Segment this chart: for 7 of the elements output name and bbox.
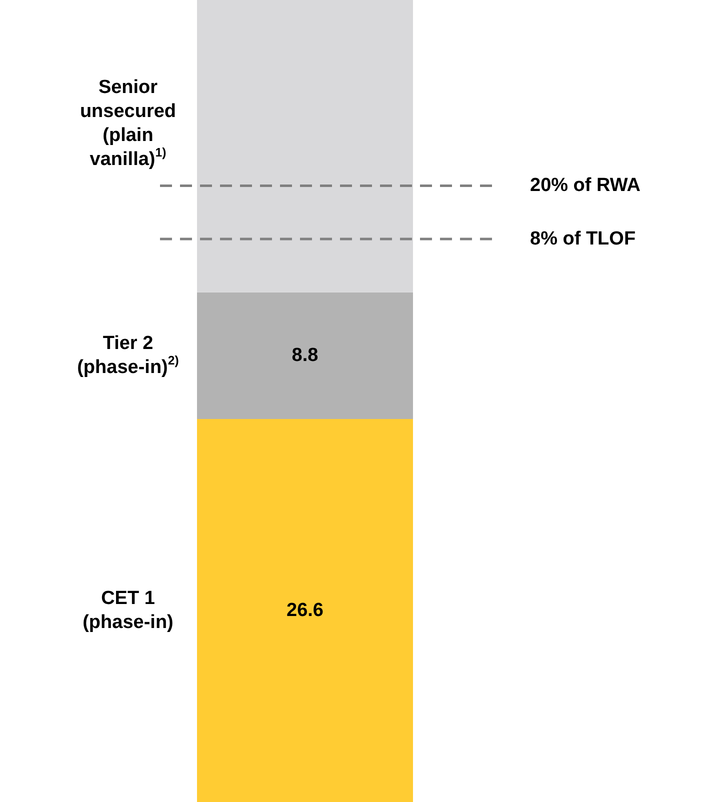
ref-line-label: 8% of TLOF — [530, 228, 636, 250]
series-label: CET 1 (phase-in) — [82, 588, 174, 633]
data-label: 8.8 — [292, 345, 318, 366]
data-label: 26.6 — [286, 600, 324, 621]
series-label: Tier 2 (phase-in)$^{2)}$ — [77, 333, 179, 378]
ref-line-label: 20% of RWA — [530, 175, 641, 196]
series-label: Senior unsecured (plain vanilla)$^{1)}$ — [80, 77, 176, 170]
